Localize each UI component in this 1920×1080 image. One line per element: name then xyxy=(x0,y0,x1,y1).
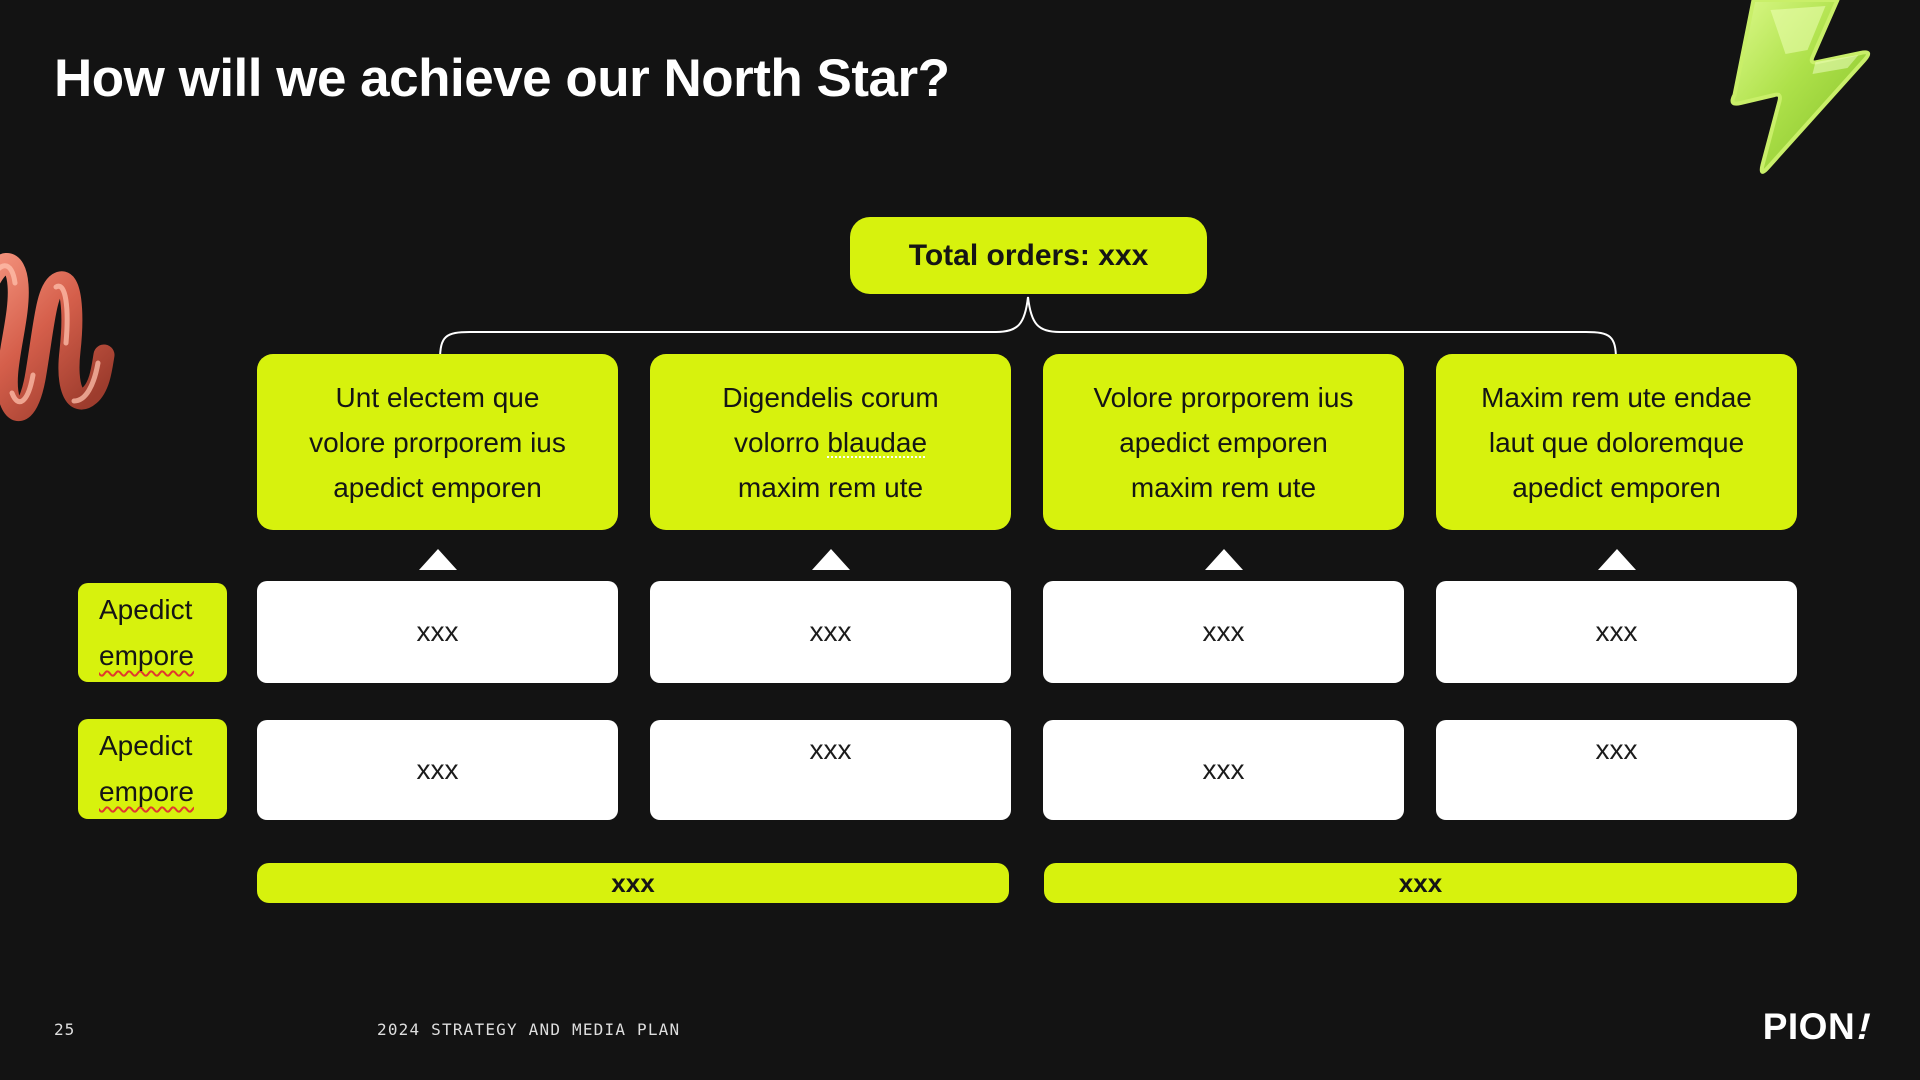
logo-exclamation-mark: ! xyxy=(1853,1006,1877,1047)
red-coil-scribble-3d-icon xyxy=(0,253,115,421)
value-box-4-row1[interactable]: xxx xyxy=(1436,581,1797,683)
page-number: 25 xyxy=(54,1020,76,1039)
arrow-up-triangle-icon xyxy=(1204,549,1243,570)
footer-title: 2024 STRATEGY AND MEDIA PLAN xyxy=(377,1020,681,1039)
column-1: Unt electem que volore prorporem ius ape… xyxy=(257,354,618,820)
value-box-3-row1[interactable]: xxx xyxy=(1043,581,1404,683)
row-label-2[interactable]: Apedict empore xyxy=(78,719,227,819)
value-box-1-row1[interactable]: xxx xyxy=(257,581,618,683)
column-4: Maxim rem ute endae laut que doloremque … xyxy=(1436,354,1797,820)
arrow-up-triangle-icon xyxy=(811,549,850,570)
slide-title: How will we achieve our North Star? xyxy=(54,49,950,108)
total-orders-box[interactable]: Total orders: xxx xyxy=(850,217,1207,294)
strategy-box-1[interactable]: Unt electem que volore prorporem ius ape… xyxy=(257,354,618,530)
arrow-up-triangle-icon xyxy=(418,549,457,570)
strategy-box-2[interactable]: Digendelis corum volorro blaudae maxim r… xyxy=(650,354,1011,530)
value-box-4-row2[interactable]: xxx xyxy=(1436,720,1797,820)
column-2: Digendelis corum volorro blaudae maxim r… xyxy=(650,354,1011,820)
lightning-bolt-3d-icon xyxy=(1730,0,1871,174)
strategy-box-4[interactable]: Maxim rem ute endae laut que doloremque … xyxy=(1436,354,1797,530)
strategy-box-3[interactable]: Volore prorporem ius apedict emporen max… xyxy=(1043,354,1404,530)
column-3: Volore prorporem ius apedict emporen max… xyxy=(1043,354,1404,820)
row-label-1[interactable]: Apedict empore xyxy=(78,583,227,682)
value-box-2-row2[interactable]: xxx xyxy=(650,720,1011,820)
spellcheck-dotted-word: blaudae xyxy=(827,426,928,458)
arrow-up-triangle-icon xyxy=(1597,549,1636,570)
spellcheck-squiggle-word: empore xyxy=(99,776,194,807)
value-box-2-row1[interactable]: xxx xyxy=(650,581,1011,683)
value-box-3-row2[interactable]: xxx xyxy=(1043,720,1404,820)
value-box-1-row2[interactable]: xxx xyxy=(257,720,618,820)
brand-logo: PION! xyxy=(1762,1006,1877,1047)
total-orders-label: Total orders: xxx xyxy=(908,238,1149,272)
bottom-bar-1[interactable]: xxx xyxy=(257,863,1009,903)
bottom-bar-2[interactable]: xxx xyxy=(1044,863,1797,903)
spellcheck-squiggle-word: empore xyxy=(99,640,194,671)
strategy-columns: Unt electem que volore prorporem ius ape… xyxy=(257,354,1797,820)
